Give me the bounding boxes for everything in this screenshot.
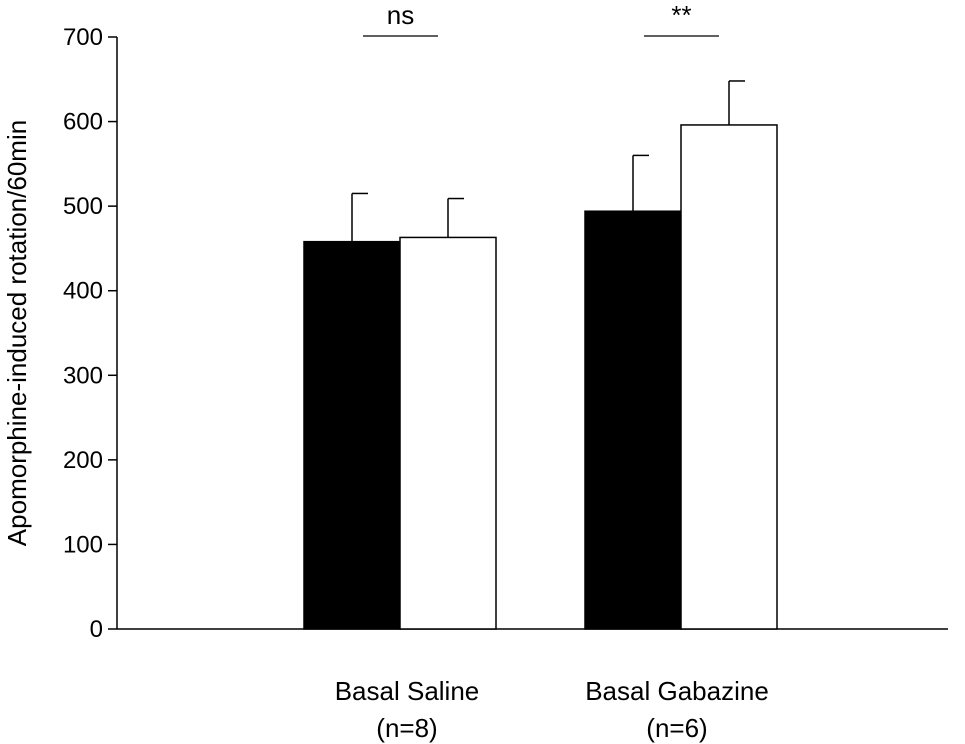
category-label: Basal Gabazine	[585, 676, 769, 706]
y-tick-label: 100	[63, 531, 103, 558]
y-tick-label: 400	[63, 278, 103, 305]
axes: 0 100 200 300 400 500 600 700	[63, 24, 948, 643]
significance-label: **	[671, 0, 691, 30]
bars	[303, 80, 778, 630]
y-tick-label: 700	[63, 24, 103, 51]
bar	[680, 124, 778, 630]
category-label: Basal Saline	[335, 676, 480, 706]
bar	[303, 240, 401, 630]
category-n-label: (n=6)	[646, 713, 707, 743]
category-n-label: (n=8)	[376, 713, 437, 743]
y-tick-label: 500	[63, 193, 103, 220]
y-tick-label: 200	[63, 447, 103, 474]
bar	[399, 236, 497, 630]
y-axis-label: Apomorphine-induced rotation/60min	[2, 120, 32, 546]
significance-label: ns	[387, 0, 414, 30]
y-tick-label: 0	[90, 616, 103, 643]
bar	[584, 210, 682, 630]
y-tick-label: 600	[63, 109, 103, 136]
labels: Apomorphine-induced rotation/60min Basal…	[2, 0, 769, 743]
y-tick-label: 300	[63, 362, 103, 389]
